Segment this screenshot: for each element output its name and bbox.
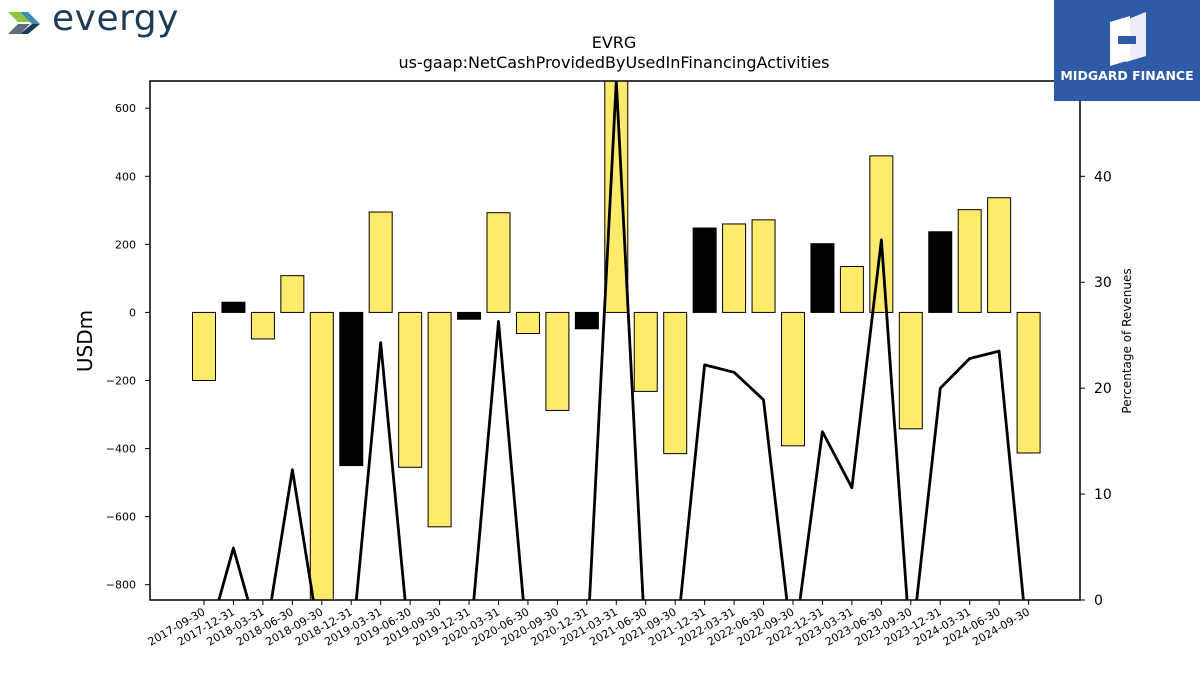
chart-subtitle: us-gaap:NetCashProvidedByUsedInFinancing… bbox=[398, 53, 829, 72]
y-axis-label: USDm bbox=[73, 310, 97, 372]
y-tick-label: 400 bbox=[115, 170, 136, 183]
bar-2018-12-31 bbox=[339, 311, 364, 467]
midgard-finance-text: MIDGARD FINANCE bbox=[1060, 68, 1194, 83]
y2-tick-label: 0 bbox=[1094, 593, 1103, 609]
bar-2018-09-30 bbox=[309, 311, 334, 600]
plot-frame bbox=[149, 80, 1081, 601]
bar-2020-03-31 bbox=[486, 212, 511, 313]
bar-2021-06-30 bbox=[633, 311, 658, 392]
bar-2019-09-30 bbox=[427, 311, 452, 528]
y-tick-label: 0 bbox=[129, 306, 136, 319]
midgard-finance-logo: MIDGARD FINANCE bbox=[1054, 0, 1200, 101]
line-layer bbox=[217, 81, 1025, 600]
bar-2019-06-30 bbox=[398, 311, 423, 468]
bar-2022-06-30 bbox=[751, 219, 776, 313]
y2-tick-label: 30 bbox=[1094, 275, 1112, 291]
y2-axis-label: Percentage of Revenues bbox=[1120, 268, 1134, 413]
bar-2017-12-31 bbox=[221, 301, 246, 313]
y-tick-label: 200 bbox=[115, 238, 136, 251]
bar-2023-09-30 bbox=[898, 311, 923, 430]
y2-tick-label: 10 bbox=[1094, 487, 1112, 503]
bar-2023-12-31 bbox=[928, 231, 953, 313]
bar-2023-03-31 bbox=[839, 265, 864, 313]
midgard-mark-icon bbox=[1110, 12, 1146, 66]
bar-2020-06-30 bbox=[515, 311, 540, 335]
bar-2020-12-31 bbox=[574, 311, 599, 330]
bar-2019-03-31 bbox=[368, 211, 393, 313]
y-tick-label: 600 bbox=[115, 102, 136, 115]
bar-2024-09-30 bbox=[1016, 311, 1041, 454]
y2-tick-label: 20 bbox=[1094, 381, 1112, 397]
evergy-logo-text: evergy bbox=[52, 0, 179, 39]
evergy-logo: evergy bbox=[6, 0, 186, 44]
bars-layer bbox=[192, 81, 1041, 600]
bar-2018-03-31 bbox=[250, 311, 275, 340]
bar-2021-09-30 bbox=[663, 311, 688, 455]
y-tick-label: −600 bbox=[106, 511, 136, 524]
y-tick-label: −800 bbox=[106, 579, 136, 592]
bar-2022-09-30 bbox=[781, 311, 805, 447]
bar-2020-09-30 bbox=[545, 311, 570, 411]
bar-2023-06-30 bbox=[869, 155, 894, 313]
bar-2022-12-31 bbox=[810, 243, 835, 313]
ratio-line bbox=[217, 81, 1025, 600]
bar-2021-12-31 bbox=[692, 227, 717, 313]
bar-2024-03-31 bbox=[957, 209, 982, 313]
bar-2024-06-30 bbox=[987, 197, 1012, 313]
y-tick-label: −400 bbox=[106, 443, 136, 456]
bar-2017-09-30 bbox=[192, 311, 216, 381]
bar-2022-03-31 bbox=[722, 223, 747, 313]
y2-tick-label: 40 bbox=[1094, 169, 1112, 185]
bar-2018-06-30 bbox=[280, 275, 305, 313]
chart-title: EVRG bbox=[592, 33, 637, 52]
y-tick-label: −200 bbox=[106, 374, 136, 387]
evergy-chevron-icon bbox=[8, 12, 40, 34]
bar-2021-03-31 bbox=[604, 81, 629, 313]
bar-2019-12-31 bbox=[457, 311, 482, 320]
